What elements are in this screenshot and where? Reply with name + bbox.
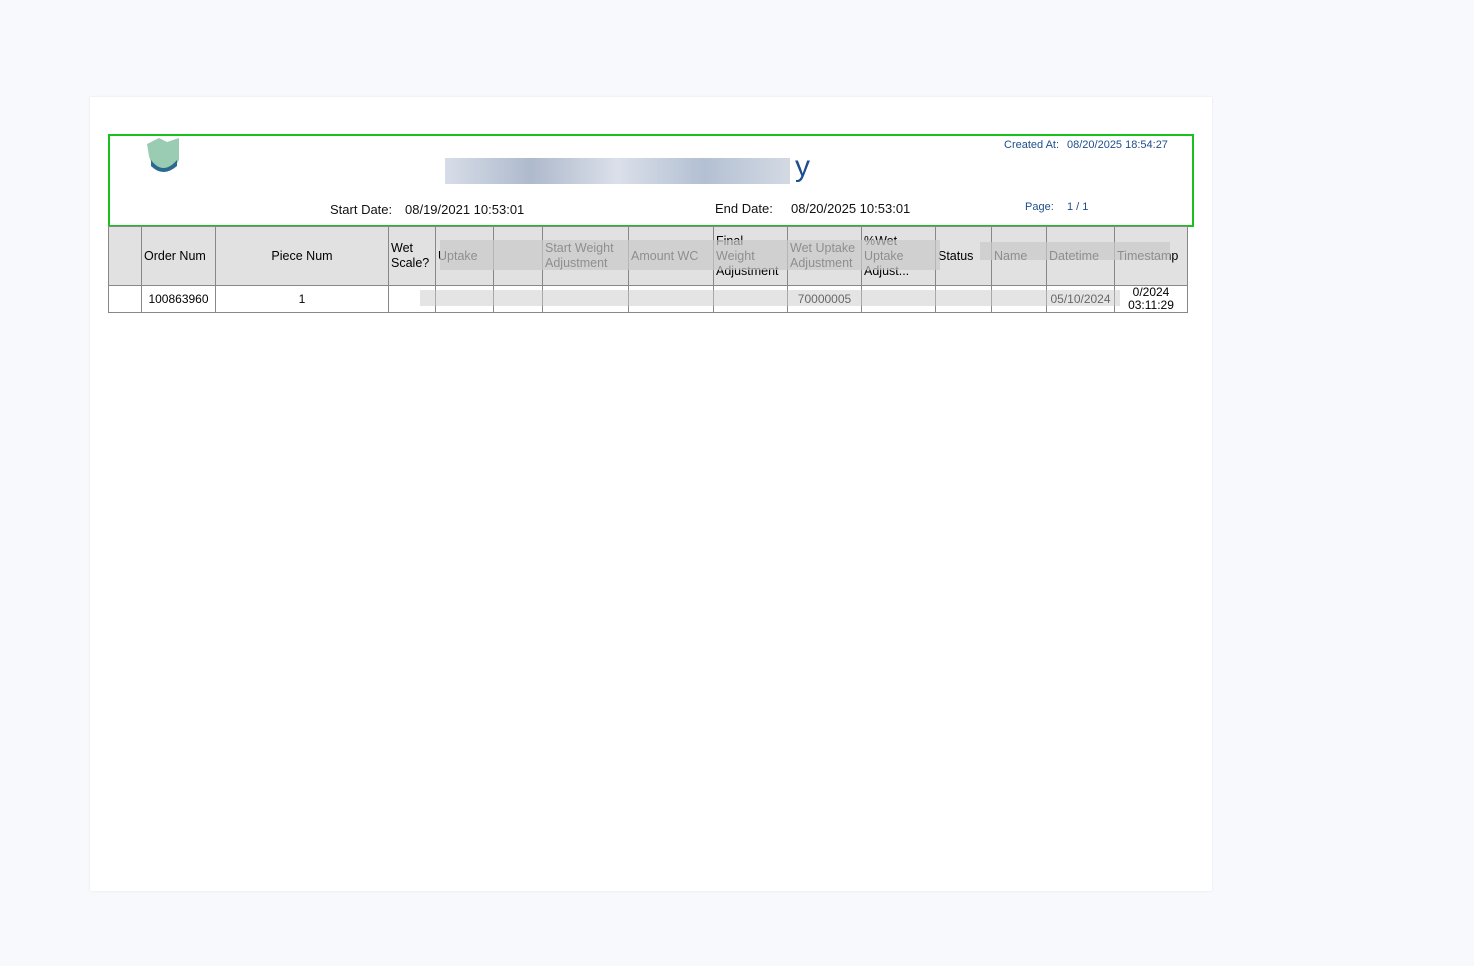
- created-label: Created At:: [1004, 139, 1060, 151]
- table-cell: 100863960: [141, 285, 216, 313]
- table-cell: 1: [215, 285, 389, 313]
- table-cell: [108, 285, 142, 313]
- company-logo-icon: [147, 138, 179, 172]
- column-header: Order Num: [141, 226, 216, 286]
- column-header: [108, 226, 142, 286]
- end-date-label: End Date:: [715, 201, 773, 216]
- start-date-label: Start Date:: [330, 202, 393, 217]
- table-cell: 0/2024 03:11:29: [1114, 285, 1188, 313]
- report-title: y: [435, 150, 810, 190]
- page-value: 1 / 1: [1067, 201, 1089, 213]
- start-date-value: 08/19/2021 10:53:01: [405, 202, 525, 217]
- end-date-value: 08/20/2025 10:53:01: [791, 201, 911, 216]
- page-label: Page:: [1025, 201, 1054, 213]
- created-value: 08/20/2025 18:54:27: [1067, 139, 1168, 151]
- column-header: Piece Num: [215, 226, 389, 286]
- column-header: Wet Scale?: [388, 226, 436, 286]
